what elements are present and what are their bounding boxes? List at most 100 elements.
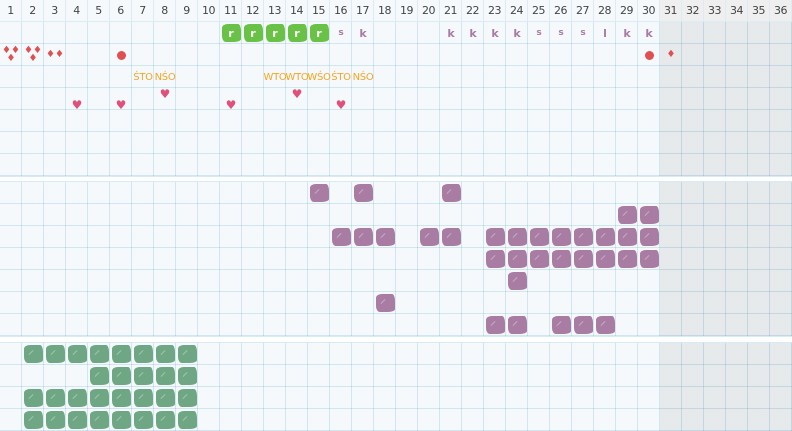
- cell-otext[interactable]: WŚO: [308, 66, 330, 88]
- day-header-4[interactable]: 4: [66, 0, 88, 22]
- cell-purple[interactable]: [550, 226, 572, 248]
- day-header-2[interactable]: 2: [22, 0, 44, 22]
- cell-letter[interactable]: s: [572, 22, 594, 44]
- cell-heart[interactable]: ♥: [286, 88, 308, 110]
- day-header-22[interactable]: 22: [462, 0, 484, 22]
- day-header-33[interactable]: 33: [704, 0, 726, 22]
- day-header-34[interactable]: 34: [726, 0, 748, 22]
- cell-teal[interactable]: [88, 409, 110, 431]
- cell-purple[interactable]: [440, 226, 462, 248]
- day-header-28[interactable]: 28: [594, 0, 616, 22]
- cell-purple[interactable]: [572, 248, 594, 270]
- cell-green-r[interactable]: r: [242, 22, 264, 44]
- cell-teal[interactable]: [110, 343, 132, 365]
- day-header-16[interactable]: 16: [330, 0, 352, 22]
- cell-teal[interactable]: [154, 387, 176, 409]
- cell-otext[interactable]: ŚTO: [132, 66, 154, 88]
- cell-letter[interactable]: k: [462, 22, 484, 44]
- cell-letter[interactable]: k: [616, 22, 638, 44]
- cell-letter[interactable]: s: [550, 22, 572, 44]
- day-header-3[interactable]: 3: [44, 0, 66, 22]
- cell-purple[interactable]: [484, 248, 506, 270]
- cell-purple[interactable]: [330, 226, 352, 248]
- cell-teal[interactable]: [88, 387, 110, 409]
- cell-purple[interactable]: [616, 226, 638, 248]
- day-header-35[interactable]: 35: [748, 0, 770, 22]
- cell-dot[interactable]: [638, 44, 660, 66]
- cell-letter[interactable]: k: [352, 22, 374, 44]
- cell-teal[interactable]: [44, 343, 66, 365]
- day-header-31[interactable]: 31: [660, 0, 682, 22]
- cell-teal[interactable]: [110, 409, 132, 431]
- cell-teal[interactable]: [132, 387, 154, 409]
- cell-purple[interactable]: [308, 182, 330, 204]
- day-header-26[interactable]: 26: [550, 0, 572, 22]
- day-header-27[interactable]: 27: [572, 0, 594, 22]
- cell-green-r[interactable]: r: [308, 22, 330, 44]
- day-header-7[interactable]: 7: [132, 0, 154, 22]
- cell-teal[interactable]: [132, 365, 154, 387]
- cell-purple[interactable]: [484, 226, 506, 248]
- cell-teal[interactable]: [132, 409, 154, 431]
- day-header-20[interactable]: 20: [418, 0, 440, 22]
- day-header-15[interactable]: 15: [308, 0, 330, 22]
- cell-teal[interactable]: [88, 365, 110, 387]
- cell-purple[interactable]: [572, 226, 594, 248]
- cell-letter[interactable]: l: [594, 22, 616, 44]
- cell-teal[interactable]: [176, 387, 198, 409]
- cell-purple[interactable]: [528, 226, 550, 248]
- cell-letter[interactable]: k: [484, 22, 506, 44]
- day-header-29[interactable]: 29: [616, 0, 638, 22]
- cell-teal[interactable]: [22, 387, 44, 409]
- cell-teal[interactable]: [66, 409, 88, 431]
- cell-green-r[interactable]: r: [286, 22, 308, 44]
- cell-otext[interactable]: WTO: [264, 66, 286, 88]
- cell-purple[interactable]: [638, 248, 660, 270]
- cell-letter[interactable]: s: [330, 22, 352, 44]
- day-header-12[interactable]: 12: [242, 0, 264, 22]
- cell-purple[interactable]: [352, 226, 374, 248]
- cell-teal[interactable]: [66, 343, 88, 365]
- day-header-30[interactable]: 30: [638, 0, 660, 22]
- cell-heart[interactable]: ♥: [220, 88, 242, 110]
- cell-purple[interactable]: [374, 226, 396, 248]
- cell-teal[interactable]: [22, 409, 44, 431]
- day-header-21[interactable]: 21: [440, 0, 462, 22]
- cell-teal[interactable]: [66, 387, 88, 409]
- day-header-32[interactable]: 32: [682, 0, 704, 22]
- cell-purple[interactable]: [506, 314, 528, 336]
- cell-teal[interactable]: [110, 387, 132, 409]
- cell-purple[interactable]: [572, 314, 594, 336]
- cell-purple[interactable]: [484, 314, 506, 336]
- day-header-8[interactable]: 8: [154, 0, 176, 22]
- day-header-11[interactable]: 11: [220, 0, 242, 22]
- cell-teal[interactable]: [154, 365, 176, 387]
- cell-purple[interactable]: [506, 270, 528, 292]
- cell-otext[interactable]: WTO: [286, 66, 308, 88]
- cell-heart[interactable]: ♥: [110, 88, 132, 110]
- cell-teal[interactable]: [176, 365, 198, 387]
- cell-letter[interactable]: s: [528, 22, 550, 44]
- day-header-19[interactable]: 19: [396, 0, 418, 22]
- cell-letter[interactable]: k: [638, 22, 660, 44]
- cell-purple[interactable]: [374, 292, 396, 314]
- cell-purple[interactable]: [506, 226, 528, 248]
- cell-heart[interactable]: ♥: [66, 88, 88, 110]
- day-header-14[interactable]: 14: [286, 0, 308, 22]
- cell-teal[interactable]: [110, 365, 132, 387]
- cell-dot[interactable]: [110, 44, 132, 66]
- day-header-5[interactable]: 5: [88, 0, 110, 22]
- day-header-13[interactable]: 13: [264, 0, 286, 22]
- cell-letter[interactable]: k: [440, 22, 462, 44]
- cell-purple[interactable]: [638, 226, 660, 248]
- cell-teal[interactable]: [88, 343, 110, 365]
- cell-teal[interactable]: [154, 343, 176, 365]
- cell-teal[interactable]: [176, 343, 198, 365]
- cell-purple[interactable]: [594, 314, 616, 336]
- cell-teal[interactable]: [44, 387, 66, 409]
- cell-otext[interactable]: NŚO: [154, 66, 176, 88]
- day-header-17[interactable]: 17: [352, 0, 374, 22]
- cell-heart[interactable]: ♥: [330, 88, 352, 110]
- cell-drops[interactable]: ♦♦: [44, 44, 66, 66]
- cell-purple[interactable]: [638, 204, 660, 226]
